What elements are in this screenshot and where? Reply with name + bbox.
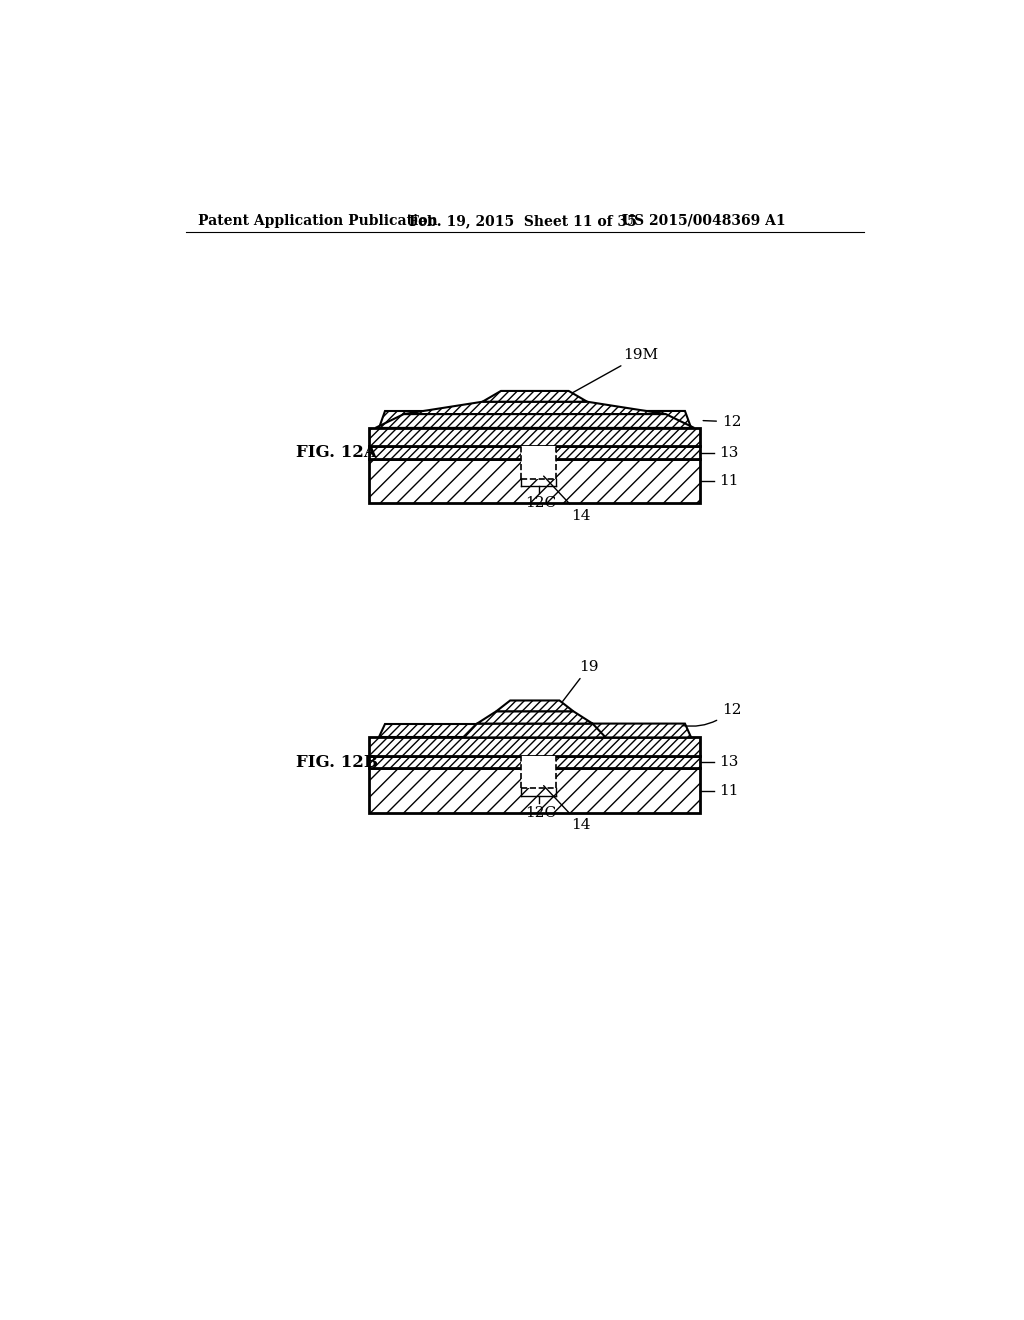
Text: 19M: 19M bbox=[572, 347, 658, 392]
Text: 12: 12 bbox=[682, 702, 741, 726]
Bar bbox=[370, 768, 700, 813]
Polygon shape bbox=[482, 391, 587, 401]
Bar bbox=[370, 446, 700, 459]
Polygon shape bbox=[497, 701, 573, 711]
Text: FIG. 12A: FIG. 12A bbox=[296, 444, 377, 461]
Bar bbox=[370, 738, 700, 756]
Polygon shape bbox=[464, 723, 605, 738]
Bar bbox=[521, 756, 556, 788]
Bar bbox=[370, 756, 700, 768]
Polygon shape bbox=[379, 411, 516, 428]
Text: 19: 19 bbox=[562, 660, 599, 701]
Text: 11: 11 bbox=[719, 784, 738, 797]
Text: 13: 13 bbox=[719, 446, 738, 459]
Text: US 2015/0048369 A1: US 2015/0048369 A1 bbox=[622, 214, 785, 228]
Polygon shape bbox=[379, 723, 484, 738]
Text: FIG. 12B: FIG. 12B bbox=[296, 754, 378, 771]
Text: 12C: 12C bbox=[524, 496, 556, 511]
Bar bbox=[370, 459, 700, 503]
Polygon shape bbox=[561, 411, 691, 428]
Text: 12: 12 bbox=[703, 414, 741, 429]
Polygon shape bbox=[585, 723, 691, 738]
Bar bbox=[521, 446, 556, 479]
Polygon shape bbox=[403, 401, 666, 414]
Text: 14: 14 bbox=[544, 785, 591, 833]
Text: 14: 14 bbox=[544, 477, 591, 523]
Text: Patent Application Publication: Patent Application Publication bbox=[199, 214, 438, 228]
Polygon shape bbox=[477, 711, 593, 723]
Text: Feb. 19, 2015  Sheet 11 of 35: Feb. 19, 2015 Sheet 11 of 35 bbox=[410, 214, 637, 228]
Polygon shape bbox=[376, 414, 694, 428]
Text: 13: 13 bbox=[719, 755, 738, 770]
Text: 11: 11 bbox=[719, 474, 738, 488]
Bar bbox=[370, 428, 700, 446]
Text: 12C: 12C bbox=[524, 807, 556, 820]
